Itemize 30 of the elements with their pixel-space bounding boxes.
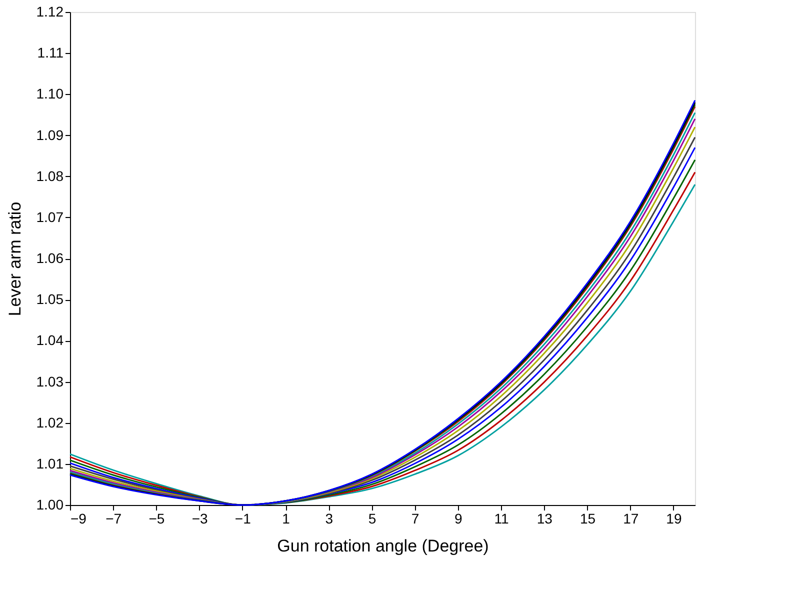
y-tick-label: 1.07 xyxy=(36,208,64,225)
y-tick-label: 1.01 xyxy=(36,455,64,472)
x-axis-title: Gun rotation angle (Degree) xyxy=(277,536,489,556)
x-tick-label: 5 xyxy=(368,510,376,526)
y-tick-label: 1.08 xyxy=(36,168,64,184)
y-tick-label: 1.10 xyxy=(36,86,64,102)
x-tick-label: −7 xyxy=(106,510,122,526)
x-tick-label: 1 xyxy=(282,510,290,526)
x-tick-label: 7 xyxy=(411,510,420,526)
y-tick-label: 1.04 xyxy=(36,332,64,348)
y-tick-label: 1.11 xyxy=(37,44,64,61)
x-tick-label: 19 xyxy=(666,510,682,526)
x-tick-label: 13 xyxy=(536,510,553,526)
x-tick-label: 15 xyxy=(580,510,596,526)
y-tick-label: 1.06 xyxy=(36,250,64,266)
x-tick-label: 9 xyxy=(454,510,463,526)
x-tick-label: −9 xyxy=(70,510,87,526)
y-tick-label: 1.00 xyxy=(36,496,64,512)
y-tick-label: 1.12 xyxy=(36,4,64,20)
y-tick-label: 1.03 xyxy=(36,373,64,390)
y-axis-title: Lever arm ratio xyxy=(5,202,24,316)
y-tick-label: 1.02 xyxy=(36,414,64,430)
x-tick-label: 11 xyxy=(494,510,510,526)
y-tick-label: 1.05 xyxy=(36,291,64,308)
x-tick-label: 3 xyxy=(325,510,334,526)
x-tick-label: 17 xyxy=(623,510,639,526)
x-tick-label: −3 xyxy=(192,510,208,526)
y-tick-label: 1.09 xyxy=(36,126,64,143)
x-tick-label: −5 xyxy=(148,510,165,526)
x-tick-label: −1 xyxy=(234,510,252,526)
